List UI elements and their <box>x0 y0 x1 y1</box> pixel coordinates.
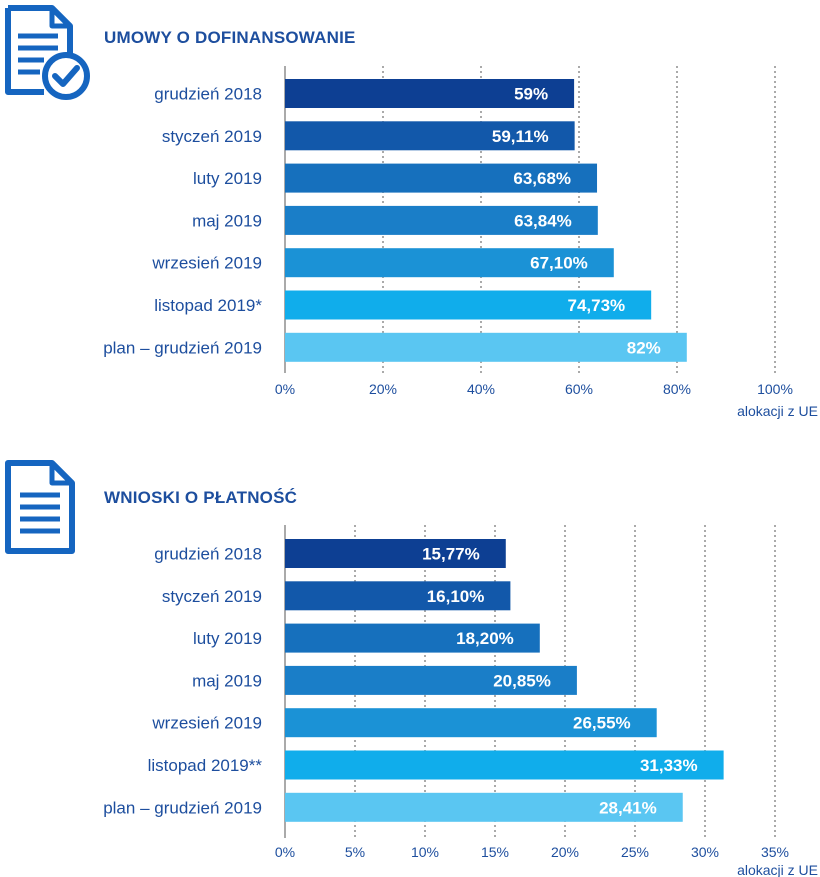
bar <box>285 708 657 738</box>
chart-title: WNIOSKI O PŁATNOŚĆ <box>104 488 298 507</box>
x-tick-label: 20% <box>551 844 579 860</box>
category-label: luty 2019 <box>193 169 262 188</box>
data-label: 59% <box>514 85 548 104</box>
x-tick-label: 30% <box>691 844 719 860</box>
data-label: 16,10% <box>427 587 485 606</box>
category-label: maj 2019 <box>192 671 262 690</box>
category-label: grudzień 2018 <box>154 545 262 564</box>
category-label: wrzesień 2019 <box>151 254 262 273</box>
data-label: 26,55% <box>573 714 631 733</box>
bar <box>285 623 540 653</box>
bar <box>285 205 598 235</box>
data-label: 28,41% <box>599 798 657 817</box>
contract-check-icon <box>5 5 90 100</box>
bar <box>285 79 575 108</box>
bar <box>285 665 577 695</box>
data-label: 82% <box>627 338 661 357</box>
x-axis-label: alokacji z UE <box>737 862 818 877</box>
bar <box>285 248 614 278</box>
x-tick-label: 40% <box>467 381 495 397</box>
bar <box>285 581 511 611</box>
bar <box>285 750 724 780</box>
bar <box>285 539 506 568</box>
data-label: 63,68% <box>513 169 571 188</box>
category-label: plan – grudzień 2019 <box>103 338 262 357</box>
x-tick-label: 0% <box>275 844 295 860</box>
category-label: styczeń 2019 <box>162 587 262 606</box>
x-tick-label: 10% <box>411 844 439 860</box>
bar <box>285 121 575 151</box>
data-label: 74,73% <box>568 296 626 315</box>
data-label: 59,11% <box>492 127 549 146</box>
x-tick-label: 15% <box>481 844 509 860</box>
x-tick-label: 5% <box>345 844 365 860</box>
data-label: 20,85% <box>493 671 551 690</box>
x-tick-label: 20% <box>369 381 397 397</box>
bar <box>285 332 687 362</box>
category-label: plan – grudzień 2019 <box>103 798 262 817</box>
x-axis-label: alokacji z UE <box>737 403 818 419</box>
x-tick-label: 35% <box>761 844 789 860</box>
data-label: 67,10% <box>530 254 588 273</box>
data-label: 31,33% <box>640 756 698 775</box>
bar <box>285 163 598 193</box>
x-tick-label: 60% <box>565 381 593 397</box>
document-icon <box>5 460 75 554</box>
bar <box>285 290 652 320</box>
category-label: luty 2019 <box>193 629 262 648</box>
data-label: 63,84% <box>514 211 572 230</box>
x-tick-label: 25% <box>621 844 649 860</box>
category-label: styczeń 2019 <box>162 127 262 146</box>
category-label: listopad 2019* <box>154 296 262 315</box>
x-tick-label: 80% <box>663 381 691 397</box>
category-label: listopad 2019** <box>148 756 263 775</box>
x-tick-label: 0% <box>275 381 295 397</box>
category-label: grudzień 2018 <box>154 85 262 104</box>
data-label: 18,20% <box>456 629 514 648</box>
bar <box>285 792 683 822</box>
payments-chart-panel: WNIOSKI O PŁATNOŚĆ 0% 5% 10% 15% 20% 25% 30% 35… <box>0 455 820 877</box>
category-label: maj 2019 <box>192 211 262 230</box>
x-tick-label: 100% <box>757 381 793 397</box>
contracts-bar-chart: 0% 20% 40% 60% 80% 100% alokacji z UE 59% grudzi… <box>103 66 818 419</box>
category-label: wrzesień 2019 <box>151 714 262 733</box>
chart-title: UMOWY O DOFINANSOWANIE <box>104 28 356 47</box>
payments-bar-chart: 0% 5% 10% 15% 20% 25% 30% 35% alokacji z UE 15,77… <box>103 525 818 877</box>
data-label: 15,77% <box>422 545 480 564</box>
contracts-chart-panel: UMOWY O DOFINANSOWANIE 0% 20% 40% 60% 80% 100… <box>5 5 818 419</box>
